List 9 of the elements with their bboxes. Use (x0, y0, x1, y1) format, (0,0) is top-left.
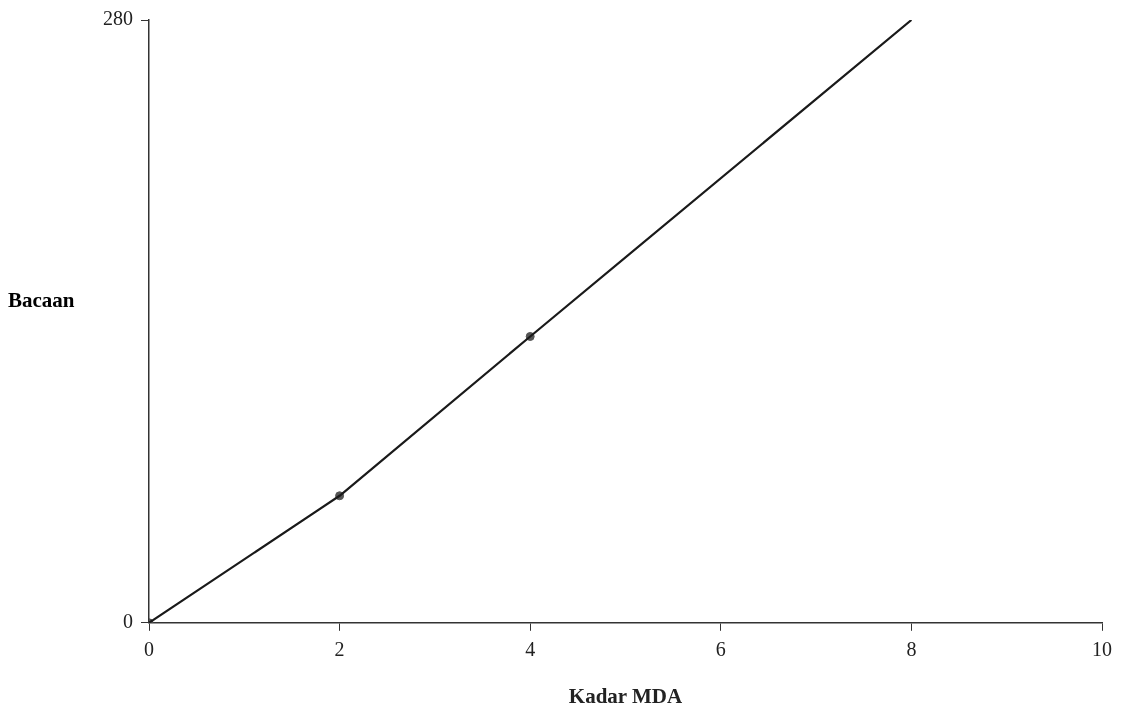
x-tick-label: 6 (715, 638, 726, 661)
x-tick-label: 10 (1092, 638, 1112, 661)
y-axis-title: Bacaan (8, 288, 75, 313)
x-tick-label: 0 (144, 638, 154, 661)
x-tick-label: 8 (906, 638, 917, 661)
x-axis-title: Kadar MDA (568, 683, 684, 708)
y-tick-label: 280 (103, 7, 133, 30)
x-tick-label: 4 (525, 638, 536, 661)
x-tick-label: 2 (334, 638, 345, 661)
